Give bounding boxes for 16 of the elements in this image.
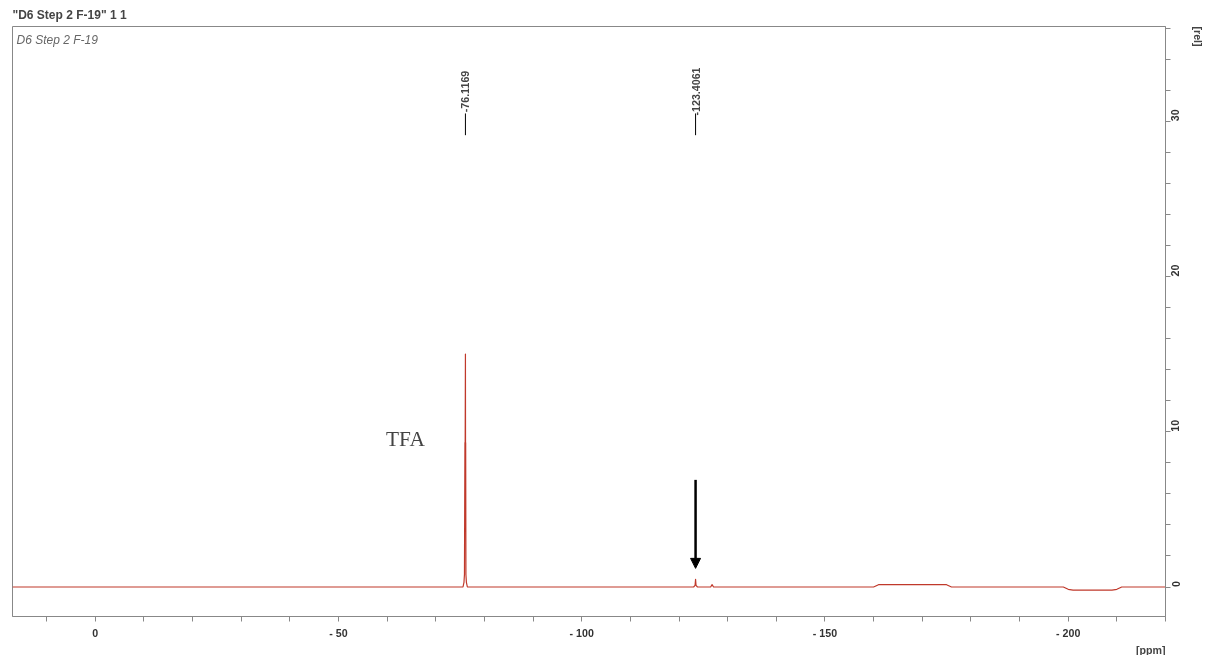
y-tick-label: 20 [1169,264,1182,277]
annotation: TFA [386,427,426,452]
y-axis-title: [rel] [1191,26,1204,47]
text: D6 Step 2 F-19 [16,32,99,47]
x-axis-title: [ppm] [1135,643,1166,656]
x-tick-label: 0 [92,626,99,639]
x-tick-label: - 100 [569,626,594,639]
y-tick-label: 30 [1169,109,1182,122]
x-tick-label: - 200 [1056,626,1081,639]
annotation: -76.1169 [459,70,472,113]
x-tick-label: - 150 [812,626,838,639]
annotation: -123.4061 [689,67,702,116]
y-tick-label: 10 [1169,419,1182,432]
x-tick-label: - 50 [329,626,348,639]
chart-title: "D6 Step 2 F-19" 1 1 [12,7,127,22]
y-tick-label: 0 [1169,581,1182,587]
